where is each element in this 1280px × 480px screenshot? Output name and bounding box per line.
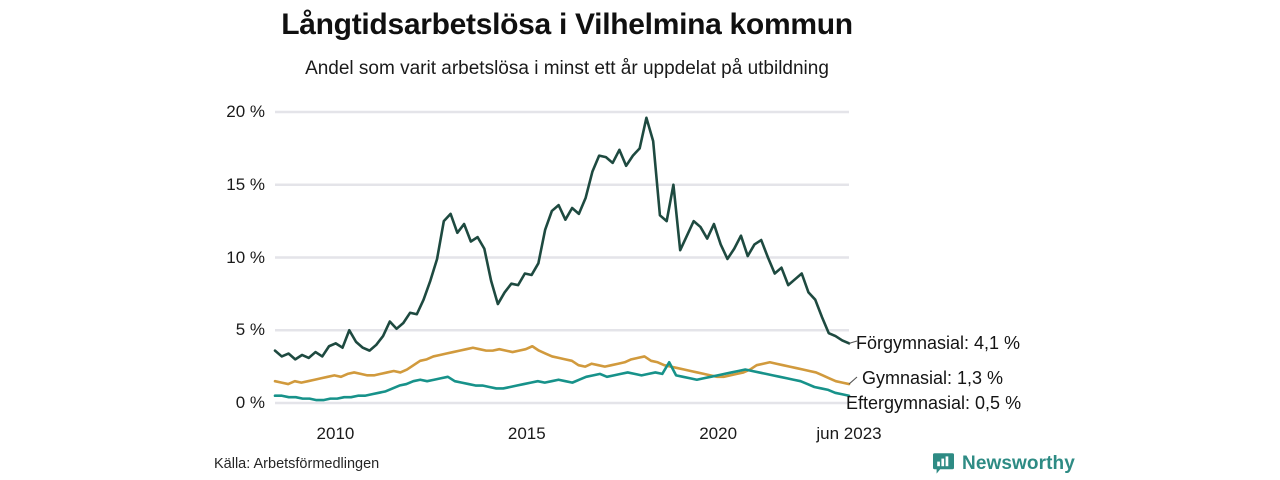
label-connector [848,340,858,344]
x-axis-tick-label: jun 2023 [816,424,882,443]
series-label-gymnasial: Gymnasial: 1,3 % [862,368,1004,388]
chart-title: Långtidsarbetslösa i Vilhelmina kommun [281,8,853,41]
y-axis-tick-label: 5 % [235,320,265,340]
y-axis-tick-label: 10 % [226,247,265,267]
chart-subtitle: Andel som varit arbetslösa i minst ett å… [305,58,829,79]
x-axis-labels: 2010 2015 2020 jun 2023 [0,420,1280,448]
source-note: Källa: Arbetsförmedlingen [214,456,380,472]
label-connectors [848,340,858,385]
series-label-eftergymnasial: Eftergymnasial: 0,5 % [846,393,1022,413]
y-axis-tick-label: 20 % [226,102,265,121]
gridlines [275,110,849,405]
x-axis-tick-label: 2015 [507,424,546,443]
y-axis-tick-label: 15 % [226,174,265,194]
newsworthy-logo: Newsworthy [932,452,1075,475]
brand-name: Newsworthy [962,452,1075,474]
x-axis-tick-label: 2010 [316,424,355,443]
series-line-gymnasial [273,344,851,386]
series-label-forgymnasial: Förgymnasial: 4,1 % [856,333,1021,353]
y-axis-tick-label: 0 % [235,393,265,412]
y-axis-labels: 0 % 5 % 10 % 15 % 20 % [200,0,265,480]
x-axis-tick-label: 2020 [699,424,738,443]
label-connector [848,376,858,385]
series-line-förgymnasial [273,116,851,361]
bar-chart-bubble-icon [932,452,955,475]
series-lines [273,116,851,402]
series-line-eftergymnasial [273,360,851,402]
